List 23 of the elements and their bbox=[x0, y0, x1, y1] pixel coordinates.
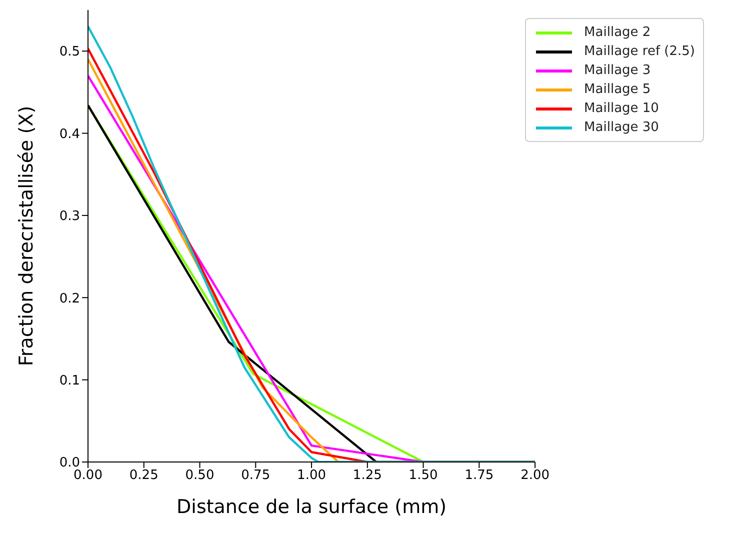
x-tick-label: 0.75 bbox=[241, 468, 270, 484]
x-tick-label: 2.00 bbox=[520, 468, 550, 484]
legend-label: Maillage 2 bbox=[584, 25, 651, 40]
legend-label: Maillage 3 bbox=[584, 63, 651, 78]
x-tick-label: 1.75 bbox=[464, 468, 494, 484]
y-tick-label: 0.5 bbox=[59, 44, 80, 60]
y-tick-label: 0.3 bbox=[59, 209, 80, 224]
x-tick-label: 1.00 bbox=[297, 468, 326, 484]
legend-label: Maillage 30 bbox=[584, 120, 659, 135]
legend-label: Maillage 5 bbox=[584, 82, 651, 97]
x-tick-label: 1.25 bbox=[352, 468, 382, 484]
x-tick-label: 0.25 bbox=[129, 468, 158, 484]
y-tick-label: 0.1 bbox=[59, 373, 80, 388]
x-tick-label: 0.00 bbox=[74, 468, 102, 484]
y-tick-label: 0.4 bbox=[59, 126, 80, 142]
x-tick-label: 1.50 bbox=[408, 468, 438, 484]
y-tick-label: 0.0 bbox=[59, 456, 80, 471]
legend-label: Maillage 10 bbox=[584, 101, 659, 116]
x-tick-label: 0.50 bbox=[185, 468, 214, 484]
y-axis-title: Fraction derecristallisée (X) bbox=[16, 106, 38, 366]
legend-label: Maillage ref (2.5) bbox=[584, 44, 695, 59]
y-tick-label: 0.2 bbox=[59, 291, 80, 306]
x-axis-title: Distance de la surface (mm) bbox=[176, 496, 447, 518]
